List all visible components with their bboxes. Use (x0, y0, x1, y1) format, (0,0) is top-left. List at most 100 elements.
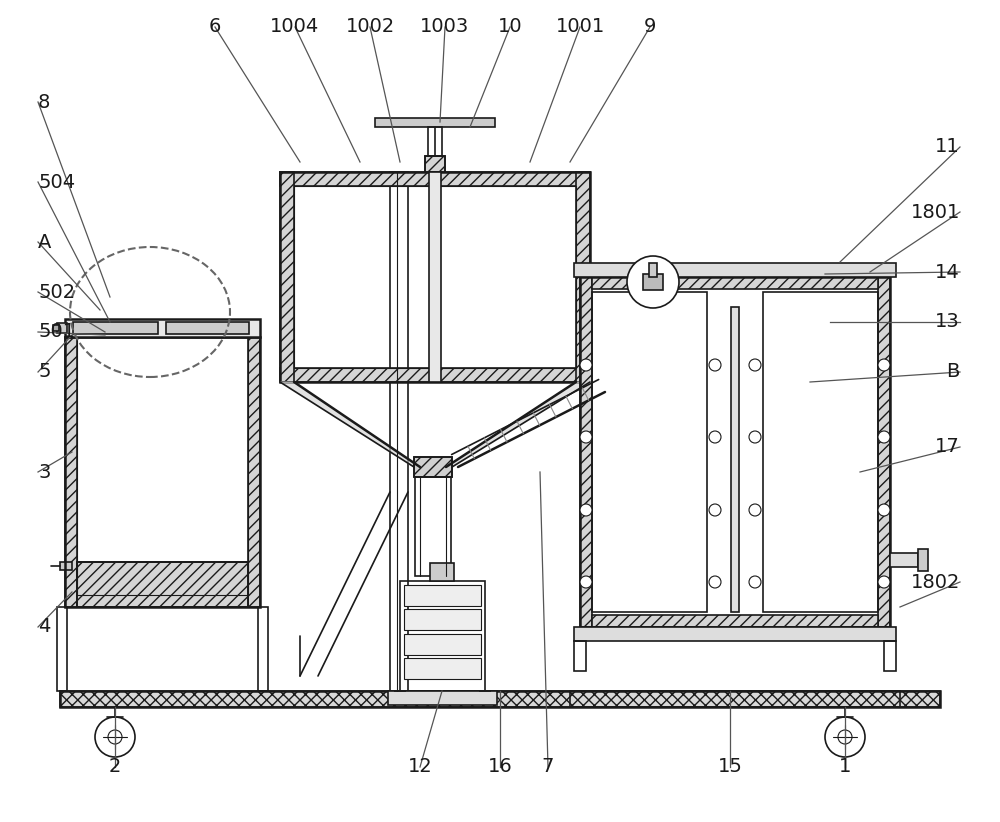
Bar (592, 615, 878, 627)
Bar (890, 553, 918, 567)
Bar (576, 172, 590, 382)
Bar (878, 277, 890, 627)
Bar (415, 477, 451, 576)
Bar (65, 319, 260, 337)
Circle shape (627, 256, 679, 308)
Bar (73, 322, 158, 334)
Bar (65, 337, 77, 607)
Bar (574, 263, 896, 277)
Circle shape (709, 359, 721, 371)
Text: 13: 13 (935, 312, 960, 331)
Bar (280, 368, 590, 382)
Circle shape (580, 504, 592, 516)
Text: 501: 501 (38, 322, 75, 341)
Circle shape (95, 717, 135, 757)
Text: 1: 1 (839, 758, 851, 777)
Text: 14: 14 (935, 262, 960, 281)
Text: 1002: 1002 (345, 17, 395, 36)
Bar (166, 322, 249, 334)
Bar (390, 172, 408, 691)
Bar (580, 277, 592, 627)
Text: 16: 16 (488, 758, 512, 777)
Circle shape (838, 730, 852, 744)
Circle shape (878, 576, 890, 588)
Circle shape (709, 431, 721, 443)
Bar (425, 156, 445, 172)
Bar (428, 127, 442, 156)
Circle shape (749, 359, 761, 371)
Text: 1004: 1004 (270, 17, 320, 36)
Bar (280, 172, 590, 382)
Text: 17: 17 (935, 437, 960, 456)
Circle shape (108, 730, 122, 744)
Bar (643, 274, 663, 290)
Bar (404, 658, 481, 679)
Bar (57, 607, 67, 691)
Text: 7: 7 (542, 758, 554, 777)
Bar (580, 277, 890, 627)
Circle shape (878, 431, 890, 443)
Circle shape (825, 717, 865, 757)
Text: B: B (947, 363, 960, 381)
Circle shape (878, 504, 890, 516)
Circle shape (580, 576, 592, 588)
Circle shape (709, 576, 721, 588)
Bar (60, 562, 72, 570)
Text: 1802: 1802 (911, 572, 960, 592)
Bar (294, 186, 576, 368)
Bar (280, 172, 294, 382)
Text: 1003: 1003 (420, 17, 470, 36)
Polygon shape (280, 382, 420, 467)
Bar (574, 641, 586, 671)
Bar (414, 457, 452, 477)
Bar (400, 581, 485, 691)
Bar (884, 641, 896, 671)
Text: 4: 4 (38, 617, 50, 636)
Bar (375, 118, 495, 127)
Bar (414, 457, 452, 477)
Bar (592, 277, 878, 289)
Bar (425, 156, 445, 172)
Text: 504: 504 (38, 173, 75, 192)
Bar (65, 337, 260, 607)
Polygon shape (446, 382, 590, 467)
Circle shape (709, 504, 721, 516)
Text: 9: 9 (644, 17, 656, 36)
Text: 502: 502 (38, 283, 75, 302)
Bar (77, 562, 248, 607)
Bar (592, 292, 707, 612)
Bar (763, 292, 878, 612)
Bar (404, 609, 481, 630)
Bar (430, 563, 454, 581)
Text: 3: 3 (38, 463, 50, 482)
Bar (60, 691, 940, 707)
Bar (280, 172, 590, 186)
Text: 5: 5 (38, 363, 50, 381)
Circle shape (749, 576, 761, 588)
Bar (258, 607, 268, 691)
Bar (77, 562, 248, 607)
Text: 2: 2 (109, 758, 121, 777)
Text: 1001: 1001 (555, 17, 605, 36)
Bar (404, 585, 481, 606)
Bar (574, 627, 896, 641)
Text: 6: 6 (209, 17, 221, 36)
Bar (248, 337, 260, 607)
Bar (570, 691, 900, 707)
Bar (918, 549, 928, 571)
Circle shape (749, 504, 761, 516)
Text: 12: 12 (408, 758, 432, 777)
Circle shape (749, 431, 761, 443)
Bar (77, 337, 248, 595)
Bar (429, 172, 441, 382)
Circle shape (878, 359, 890, 371)
Circle shape (580, 431, 592, 443)
Text: 11: 11 (935, 137, 960, 156)
Text: 10: 10 (498, 17, 522, 36)
Bar (731, 307, 739, 612)
Text: A: A (38, 233, 51, 252)
Bar (57, 323, 67, 333)
Text: 15: 15 (718, 758, 742, 777)
Text: 8: 8 (38, 93, 50, 112)
Circle shape (580, 359, 592, 371)
